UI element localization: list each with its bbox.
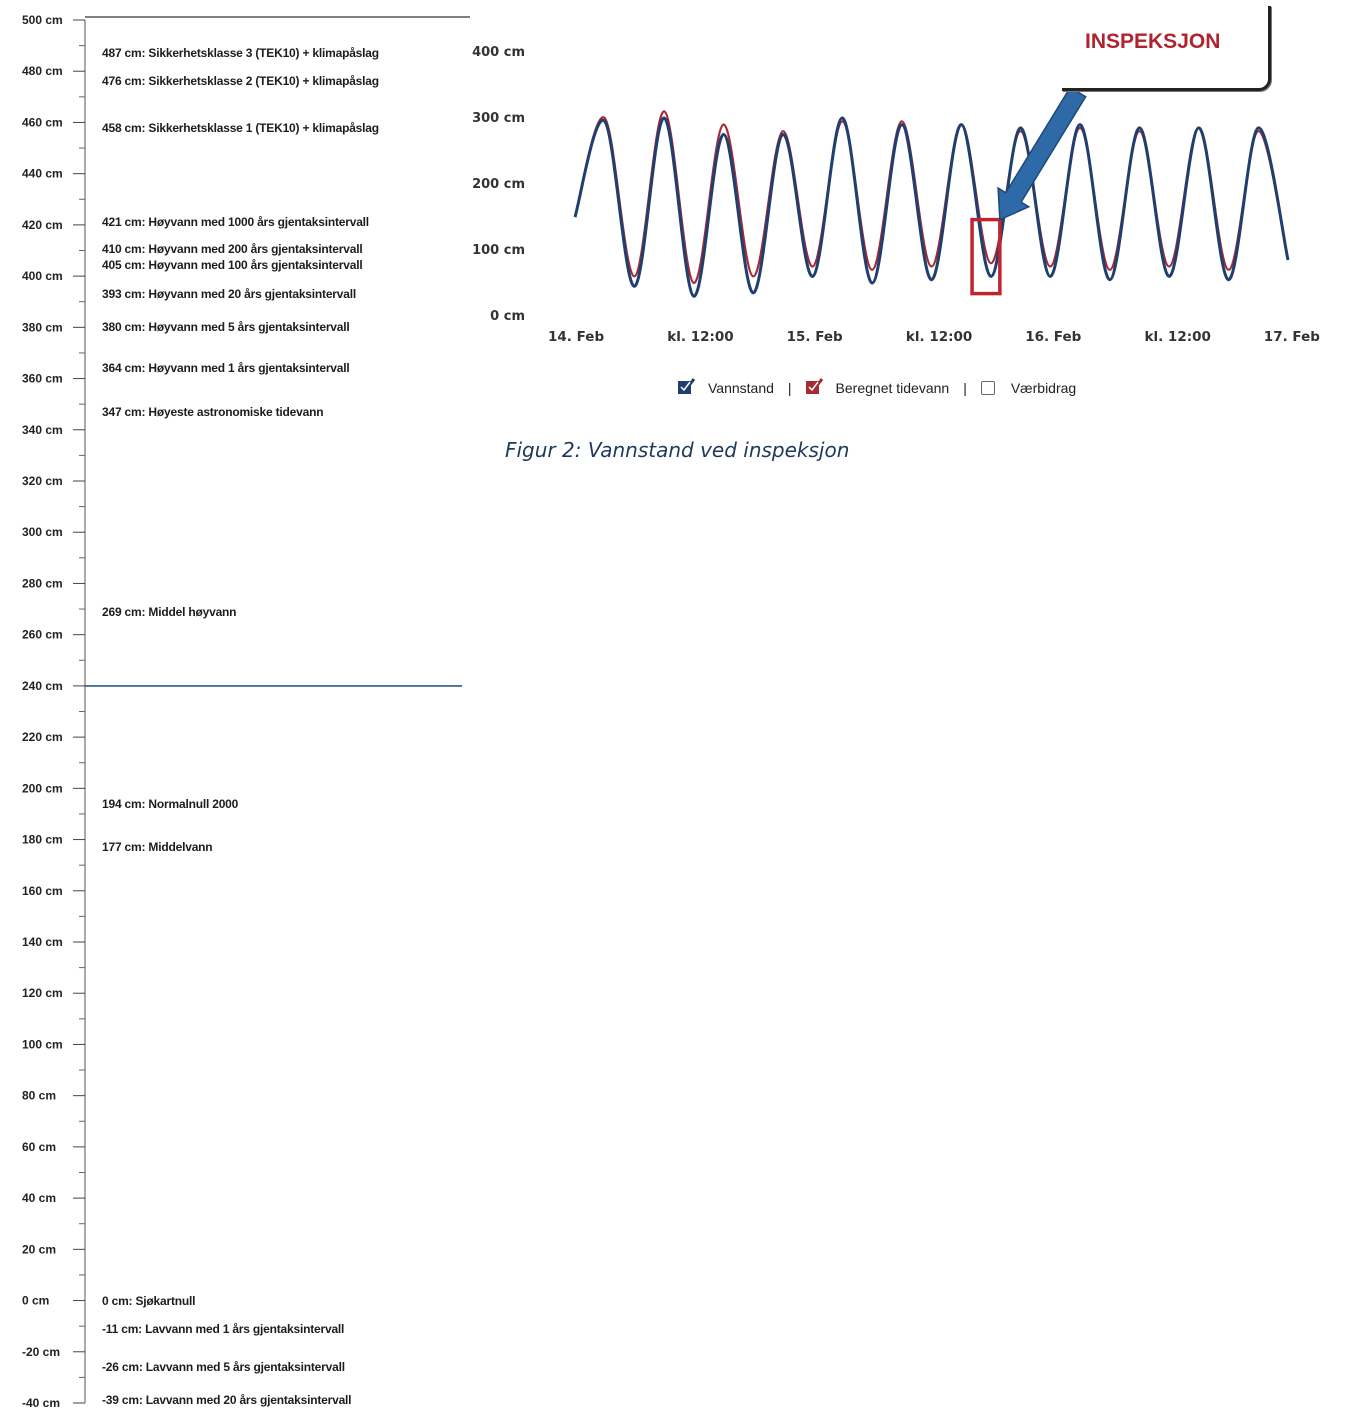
inspection-label: INSPEKSJON xyxy=(1085,30,1221,53)
ruler-tick-label: 260 cm xyxy=(22,628,63,642)
reference-level-label: -11 cm: Lavvann med 1 års gjentaksinterv… xyxy=(102,1321,345,1336)
ruler-tick-label: 220 cm xyxy=(22,730,63,744)
reference-level-label: 421 cm: Høyvann med 1000 års gjentaksint… xyxy=(102,215,369,230)
ruler-tick-label: 280 cm xyxy=(22,576,63,590)
checkbox-checked-icon[interactable] xyxy=(805,378,823,395)
reference-level-label: 476 cm: Sikkerhetsklasse 2 (TEK10) + kli… xyxy=(102,74,379,89)
reference-level-label: 393 cm: Høyvann med 20 års gjentaksinter… xyxy=(102,287,356,302)
ruler-tick-label: 480 cm xyxy=(22,64,63,78)
series-line-beregnet-tidevann xyxy=(573,110,1290,285)
inspection-highlight-box xyxy=(970,217,1002,296)
ruler-tick-label: 60 cm xyxy=(22,1140,56,1154)
inspection-callout xyxy=(1062,6,1271,91)
reference-level-label: 487 cm: Sikkerhetsklasse 3 (TEK10) + kli… xyxy=(102,46,379,61)
ruler-tick-label: 300 cm xyxy=(22,525,63,539)
ruler-tick-label: 400 cm xyxy=(22,269,63,283)
chart-legend: Vannstand | Beregnet tidevann | Værbidra… xyxy=(678,378,1077,396)
reference-level-label: 0 cm: Sjøkartnull xyxy=(102,1293,196,1308)
ruler-tick-label: 360 cm xyxy=(22,372,63,386)
ruler-tick-label: 340 cm xyxy=(22,423,63,437)
y-tick-label: 300 cm xyxy=(472,111,525,126)
reference-level-label: 269 cm: Middel høyvann xyxy=(102,604,237,619)
y-tick-label: 0 cm xyxy=(490,309,525,324)
water-level-ruler: 500 cm 480 cm 460 cm 440 cm 420 cm 400 cm 380 … xyxy=(22,13,470,1410)
legend-item-vaerbidrag[interactable]: Værbidrag xyxy=(980,380,1077,396)
legend-label-beregnet-tidevann: Beregnet tidevann xyxy=(835,380,950,396)
ruler-tick-label: 440 cm xyxy=(22,167,63,181)
y-tick-label: 200 cm xyxy=(472,177,525,192)
x-tick-label: 17. Feb xyxy=(1264,329,1320,345)
ruler-tick-label: 460 cm xyxy=(22,115,63,129)
x-tick-label: kl. 12:00 xyxy=(1145,329,1211,345)
ruler-tick-label: 320 cm xyxy=(22,474,63,488)
reference-level-label: 410 cm: Høyvann med 200 års gjentaksinte… xyxy=(102,241,363,256)
reference-level-label: 194 cm: Normalnull 2000 xyxy=(102,796,239,811)
ruler-tick-label: 420 cm xyxy=(22,218,63,232)
reference-level-label: 177 cm: Middelvann xyxy=(102,840,213,855)
legend-separator: | xyxy=(963,380,967,396)
ruler-tick-label: 140 cm xyxy=(22,935,63,949)
ruler-tick-label: -20 cm xyxy=(22,1345,60,1359)
checkbox-checked-icon[interactable] xyxy=(678,378,696,395)
ruler-tick-label: 500 cm xyxy=(22,13,63,27)
legend-separator: | xyxy=(787,380,792,396)
reference-level-label: -39 cm: Lavvann med 20 års gjentaksinter… xyxy=(102,1393,352,1408)
reference-level-label: 458 cm: Sikkerhetsklasse 1 (TEK10) + kli… xyxy=(102,120,379,135)
ruler-tick-label: 200 cm xyxy=(22,781,63,795)
ruler-tick-label: 80 cm xyxy=(22,1089,56,1103)
reference-level-label: 380 cm: Høyvann med 5 års gjentaksinterv… xyxy=(102,320,350,335)
ruler-tick-label: 240 cm xyxy=(22,679,63,693)
reference-level-label: 347 cm: Høyeste astronomiske tidevann xyxy=(102,404,324,419)
reference-level-label: 405 cm: Høyvann med 100 års gjentaksinte… xyxy=(102,258,363,273)
legend-item-beregnet-tidevann[interactable]: Beregnet tidevann xyxy=(805,378,950,396)
figure-caption: Figur 2: Vannstand ved inspeksjon xyxy=(505,438,850,462)
ruler-tick-label: 20 cm xyxy=(22,1242,56,1256)
x-tick-label: kl. 12:00 xyxy=(667,329,733,345)
ruler-tick-label: 0 cm xyxy=(22,1294,49,1308)
ruler-tick-label: 120 cm xyxy=(22,986,63,1000)
y-tick-label: 100 cm xyxy=(472,243,525,258)
x-tick-label: 16. Feb xyxy=(1025,329,1081,345)
legend-item-vannstand[interactable]: Vannstand xyxy=(678,378,774,396)
tide-chart: 400 cm 300 cm 200 cm 100 cm 0 cm 14. Feb kl. 1… xyxy=(472,45,1320,345)
ruler-tick-label: 380 cm xyxy=(22,320,63,334)
reference-level-label: 364 cm: Høyvann med 1 års gjentaksinterv… xyxy=(102,361,350,376)
ruler-tick-label: 40 cm xyxy=(22,1191,56,1205)
ruler-tick-label: 180 cm xyxy=(22,833,63,847)
ruler-tick-label: 160 cm xyxy=(22,884,63,898)
arrow-icon xyxy=(997,86,1087,221)
ruler-tick-label: 100 cm xyxy=(22,1037,63,1051)
x-tick-label: kl. 12:00 xyxy=(906,329,972,345)
x-tick-label: 15. Feb xyxy=(787,329,843,345)
ruler-tick-label: -40 cm xyxy=(22,1396,60,1410)
y-tick-label: 400 cm xyxy=(472,45,525,60)
legend-label-vaerbidrag: Værbidrag xyxy=(1010,380,1077,396)
series-line-vannstand xyxy=(573,116,1290,298)
legend-label-vannstand: Vannstand xyxy=(708,380,774,396)
reference-level-label: -26 cm: Lavvann med 5 års gjentaksinterv… xyxy=(102,1360,345,1375)
checkbox-unchecked-icon[interactable] xyxy=(980,381,995,395)
x-tick-label: 14. Feb xyxy=(548,329,604,345)
